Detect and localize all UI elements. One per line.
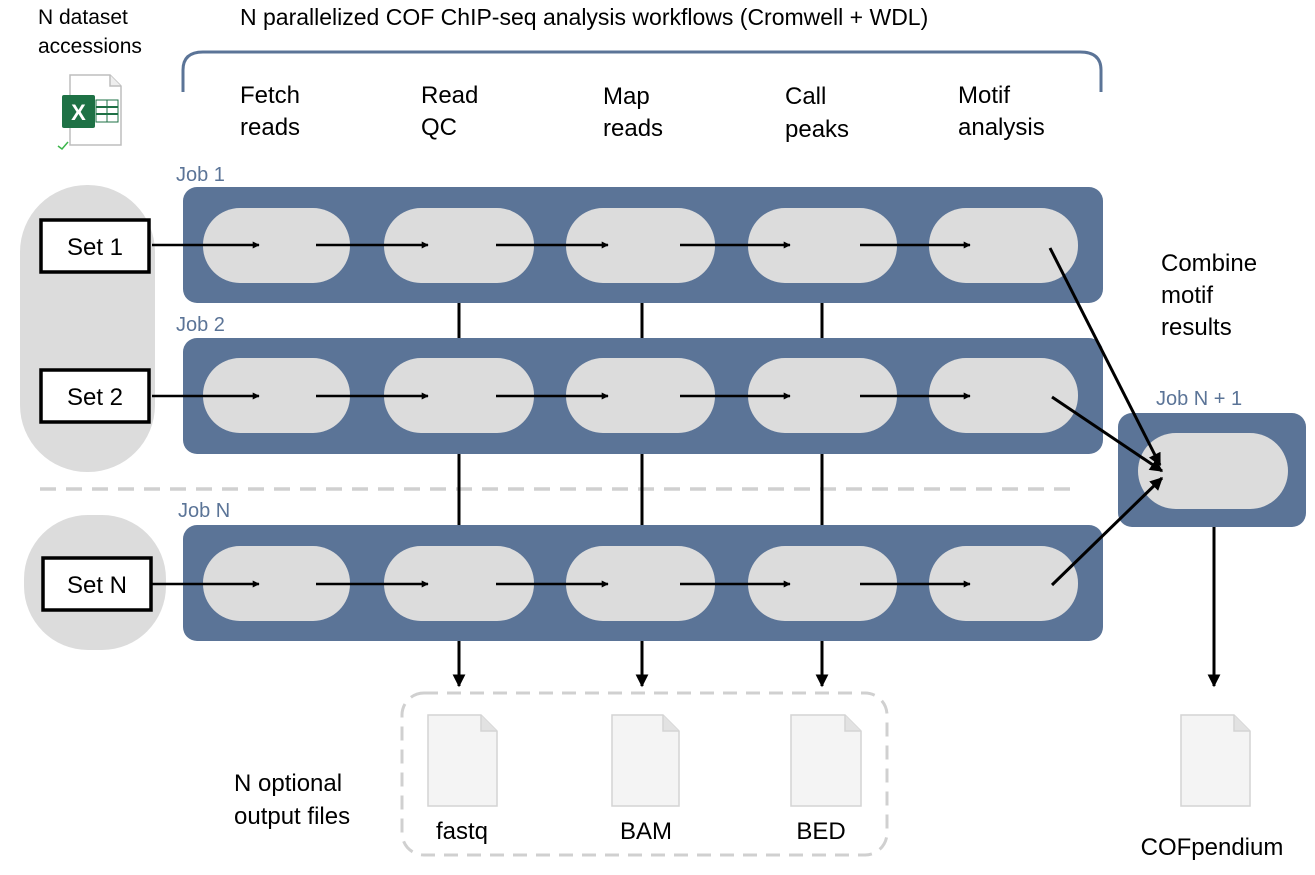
combine-stage <box>1138 433 1288 509</box>
outputs-label-line2: output files <box>234 803 350 830</box>
set-1-label: Set 1 <box>67 234 123 261</box>
job-2-row <box>152 338 1103 454</box>
stage-header-5-line1: Motif <box>958 82 1010 109</box>
document-icon <box>790 714 862 807</box>
job-n-stage-read-qc <box>384 546 534 621</box>
stage-header-1-line1: Fetch <box>240 82 300 109</box>
job-1-stage-fetch-reads <box>203 208 350 283</box>
output-file-fastq: fastq <box>436 818 488 845</box>
job-n-stage-motif-analysis <box>929 546 1078 621</box>
output-file-bed: BED <box>796 818 845 845</box>
accessions-label-line2: accessions <box>38 35 142 58</box>
stage-header-5-line2: analysis <box>958 114 1045 141</box>
job-label-1: Job 1 <box>176 164 225 186</box>
output-file-bam: BAM <box>620 818 672 845</box>
set-1-box: Set 1 <box>39 218 151 274</box>
job-2-stage-call-peaks <box>748 358 897 433</box>
svg-text:X: X <box>71 100 86 125</box>
stage-headers: Fetch reads Read QC Map reads Call peaks… <box>240 82 1045 143</box>
excel-file-icon: X <box>57 74 122 151</box>
stage-header-3-line2: reads <box>603 115 663 142</box>
combine-title-line1: Combine <box>1161 250 1257 277</box>
set-n-box: Set N <box>41 556 153 612</box>
stage-header-4-line2: peaks <box>785 116 849 143</box>
job-n-stage-fetch-reads <box>203 546 350 621</box>
job-1-stage-motif-analysis <box>929 208 1078 283</box>
job-1-stage-call-peaks <box>748 208 897 283</box>
document-icon <box>611 714 680 807</box>
job-label-n: Job N <box>178 500 230 522</box>
job-2-stage-fetch-reads <box>203 358 350 433</box>
combine-title-line2: motif <box>1161 282 1213 309</box>
stage-header-1-line2: reads <box>240 114 300 141</box>
combine-job-label: Job N + 1 <box>1156 388 1242 410</box>
accessions-label-line1: N dataset <box>38 6 128 29</box>
combine-arrows <box>1048 247 1164 587</box>
document-icon <box>1180 714 1251 807</box>
job-1-stage-map-reads <box>566 208 715 283</box>
set-2-label: Set 2 <box>67 384 123 411</box>
job-1-row <box>152 187 1103 303</box>
workflow-brace <box>181 50 1103 92</box>
job-2-stage-motif-analysis <box>929 358 1078 433</box>
job-n-stage-map-reads <box>566 546 715 621</box>
set-2-box: Set 2 <box>39 368 151 424</box>
job-1-stage-read-qc <box>384 208 534 283</box>
outputs-label-line1: N optional <box>234 770 342 797</box>
job-2-stage-map-reads <box>566 358 715 433</box>
document-icon <box>427 714 498 807</box>
combine-title-line3: results <box>1161 314 1232 341</box>
job-n-stage-call-peaks <box>748 546 897 621</box>
workflow-title: N parallelized COF ChIP-seq analysis wor… <box>240 4 928 30</box>
stage-header-2-line1: Read <box>421 82 478 109</box>
job-label-2: Job 2 <box>176 314 225 336</box>
job-2-stage-read-qc <box>384 358 534 433</box>
output-files-group <box>400 691 889 857</box>
stage-header-4-line1: Call <box>785 83 826 110</box>
set-n-label: Set N <box>67 572 127 599</box>
final-output-label: COFpendium <box>1141 834 1284 861</box>
stage-header-2-line2: QC <box>421 114 457 141</box>
job-n-row <box>152 525 1103 641</box>
stage-header-3-line1: Map <box>603 83 650 110</box>
